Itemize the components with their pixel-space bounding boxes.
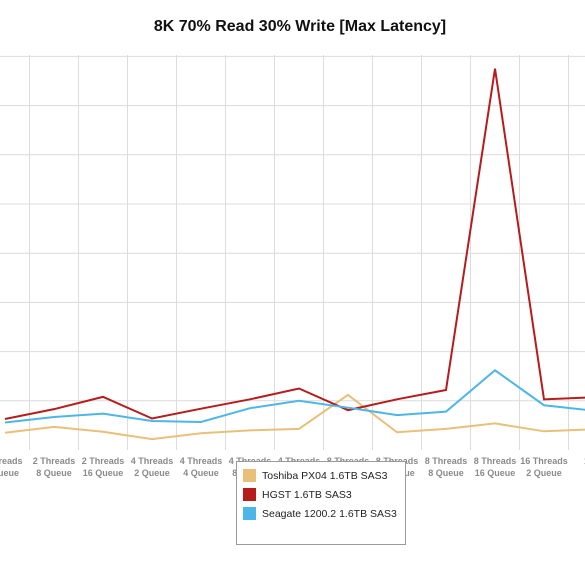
x-tick-label: 2 Threads 16 Queue	[82, 456, 125, 478]
legend-label: HGST 1.6TB SAS3	[262, 488, 352, 501]
x-tick-label: 4 Threads 4 Queue	[180, 456, 223, 478]
x-tick-label: ThreadsQueue	[0, 456, 23, 478]
series-line-1	[4, 68, 585, 420]
legend-label: Toshiba PX04 1.6TB SAS3	[262, 469, 388, 482]
series-line-0	[4, 393, 585, 441]
legend-swatch	[243, 507, 256, 520]
legend-item-0: Toshiba PX04 1.6TB SAS3	[237, 466, 405, 485]
x-tick-label: 8 Threads 8 Queue	[425, 456, 468, 478]
grid-layer	[0, 55, 585, 450]
x-tick-label: 4 Threads 2 Queue	[131, 456, 174, 478]
legend-label: Seagate 1200.2 1.6TB SAS3	[262, 507, 397, 520]
chart-title: 8K 70% Read 30% Write [Max Latency]	[153, 18, 447, 35]
legend-swatch	[243, 469, 256, 482]
x-tick-label: 16 Threads 2 Queue	[520, 456, 568, 478]
legend-item-1: HGST 1.6TB SAS3	[237, 485, 405, 504]
x-tick-label: 8 Threads 16 Queue	[474, 456, 517, 478]
chart-legend: Toshiba PX04 1.6TB SAS3 HGST 1.6TB SAS3 Se…	[236, 461, 406, 545]
x-tick-label: 2 Threads 8 Queue	[33, 456, 76, 478]
legend-item-2: Seagate 1200.2 1.6TB SAS3	[237, 504, 405, 523]
x-tick-label: 16 T4 Q	[584, 456, 585, 478]
legend-swatch	[243, 488, 256, 501]
series-line-2	[4, 369, 585, 424]
series-layer	[4, 68, 585, 441]
